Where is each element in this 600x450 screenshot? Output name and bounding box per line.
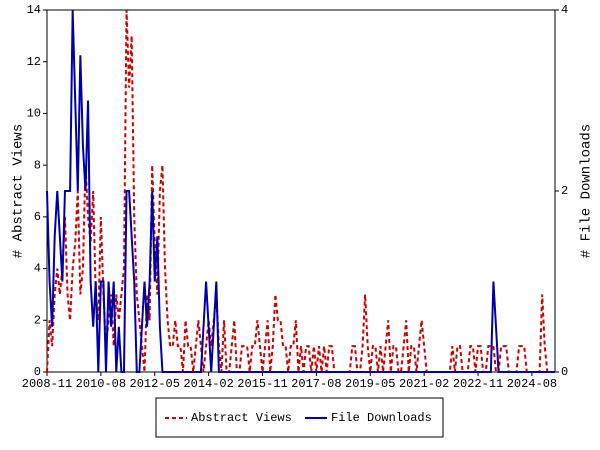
x-tick-label: 2021-02 bbox=[399, 377, 449, 391]
x-tick-label: 2019-05 bbox=[345, 377, 395, 391]
y-tick-label: 4 bbox=[34, 262, 41, 276]
y-tick-label: 6 bbox=[34, 210, 41, 224]
legend-label: Abstract Views bbox=[191, 411, 292, 425]
x-tick-label: 2008-11 bbox=[22, 377, 72, 391]
y-tick-label: 0 bbox=[34, 365, 41, 379]
y-tick-label: 8 bbox=[34, 158, 41, 172]
legend-box bbox=[155, 397, 444, 438]
y-tick-label: 10 bbox=[27, 107, 41, 121]
y-tick-label: 14 bbox=[27, 3, 41, 17]
series-line bbox=[46, 9, 555, 373]
y-axis-label: # Abstract Views bbox=[11, 124, 27, 258]
x-tick-label: 2012-05 bbox=[130, 377, 180, 391]
y2-axis-label: # File Downloads bbox=[579, 124, 595, 258]
y2-tick-label: 0 bbox=[561, 365, 568, 379]
x-tick-label: 2014-02 bbox=[183, 377, 233, 391]
x-tick-label: 2024-08 bbox=[507, 377, 557, 391]
series-line bbox=[46, 9, 555, 373]
y2-tick-label: 2 bbox=[561, 184, 568, 198]
y-tick-label: 2 bbox=[34, 313, 41, 327]
x-tick-label: 2022-11 bbox=[453, 377, 503, 391]
x-tick-label: 2015-11 bbox=[237, 377, 287, 391]
y2-tick-label: 4 bbox=[561, 3, 568, 17]
x-tick-label: 2017-08 bbox=[291, 377, 341, 391]
legend-label: File Downloads bbox=[331, 411, 432, 425]
x-tick-label: 2010-08 bbox=[76, 377, 126, 391]
plot-frame bbox=[46, 9, 556, 373]
y-tick-label: 12 bbox=[27, 55, 41, 69]
